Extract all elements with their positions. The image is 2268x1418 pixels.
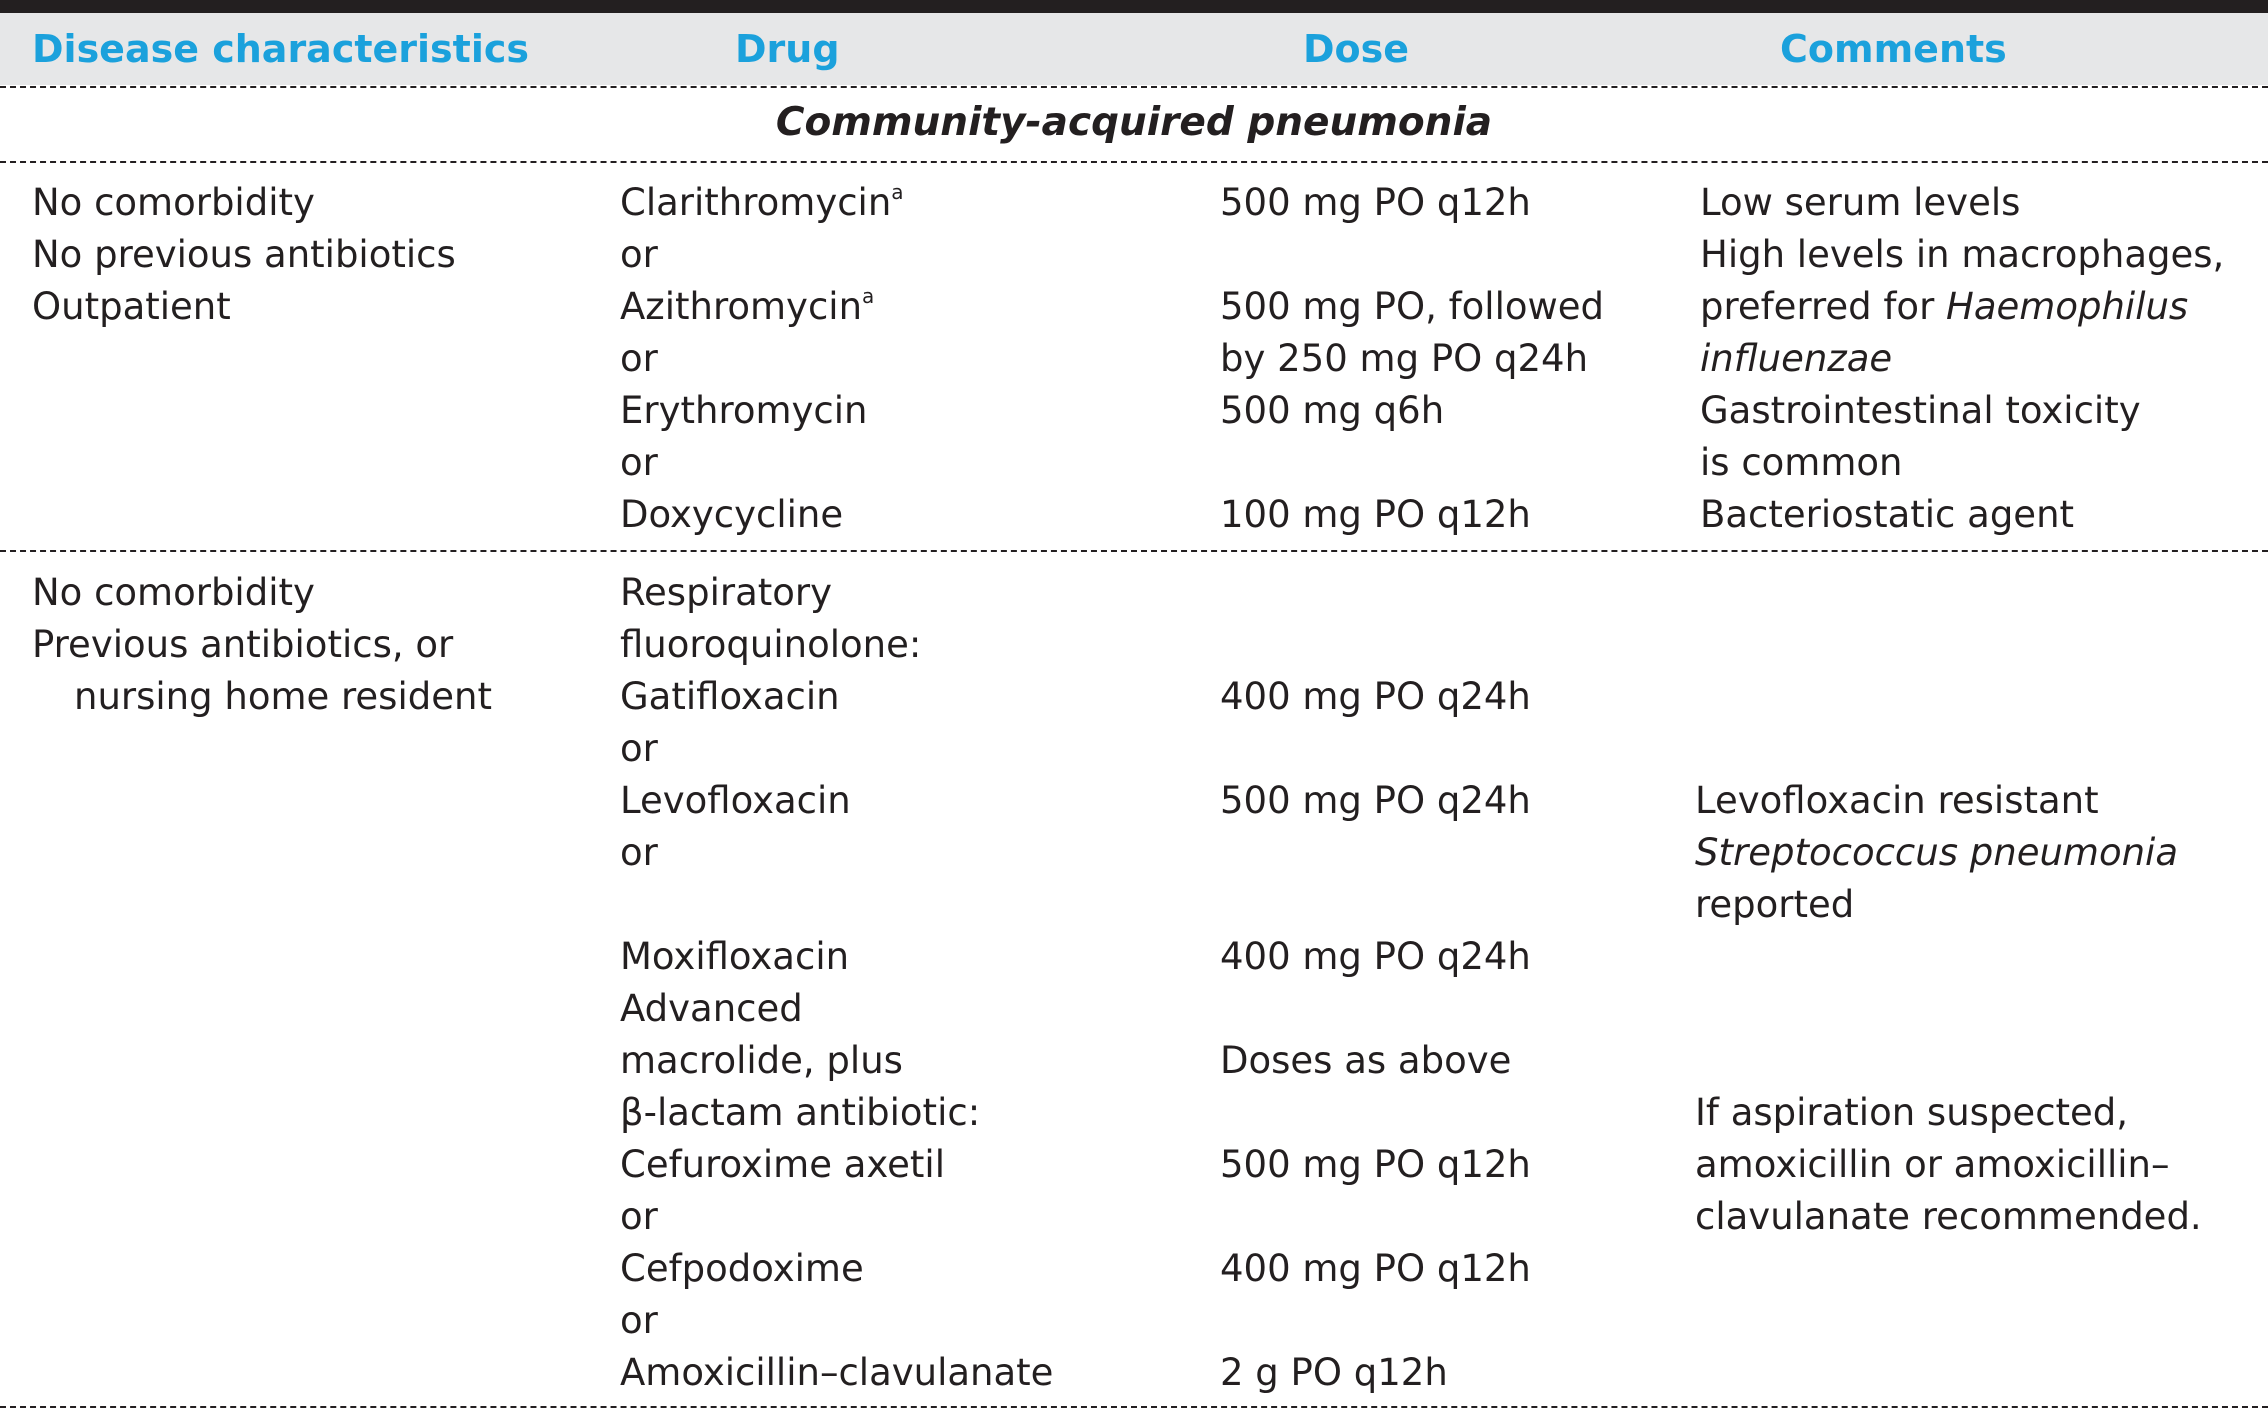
comment-line: Bacteriostatic agent — [1700, 493, 2075, 536]
comment-line: reported — [1695, 883, 1855, 926]
organism-name: Haemophilus — [1946, 285, 2189, 328]
footnote-marker: a — [862, 284, 875, 308]
drug-line: β-lactam antibiotic: — [620, 1091, 981, 1134]
comment-line: clavulanate recommended. — [1695, 1195, 2202, 1238]
drug-line: Cefuroxime axetil — [620, 1143, 945, 1186]
disease-line: No comorbidity — [32, 181, 315, 224]
drug-line: Cefpodoxime — [620, 1247, 864, 1290]
dose-line: 400 mg PO q24h — [1220, 675, 1531, 718]
drug-line: Levofloxacin — [620, 779, 851, 822]
drug-line: or — [620, 233, 658, 276]
blank-line — [1220, 1191, 1531, 1243]
dose-cell: 500 mg PO q12h 500 mg PO, followed by 25… — [1220, 177, 1604, 541]
section-title: Community-acquired pneumonia — [775, 100, 1493, 145]
drug-line: Azithromycina — [620, 281, 904, 333]
blank-line — [1695, 983, 2202, 1035]
drug-line: or — [620, 831, 658, 874]
comment-line: is common — [1700, 441, 1903, 484]
organism-name: influenzae — [1700, 337, 1893, 380]
drug-line: Doxycycline — [620, 493, 844, 536]
drug-line: or — [620, 1195, 658, 1238]
disease-cell: No comorbidity Previous antibiotics, or … — [32, 567, 492, 723]
drug-line: Moxifloxacin — [620, 935, 850, 978]
drug-line: or — [620, 1299, 658, 1342]
divider — [0, 86, 2268, 88]
organism-name: Streptococcus pneumonia — [1695, 831, 2178, 874]
drug-line: fluoroquinolone: — [620, 623, 922, 666]
drug-line: macrolide, plus — [620, 1039, 903, 1082]
disease-cell: No comorbidity No previous antibiotics O… — [32, 177, 456, 333]
blank-line — [1695, 1035, 2202, 1087]
disease-line: Previous antibiotics, or — [32, 623, 454, 666]
drug-line: Gatifloxacin — [620, 675, 840, 718]
drug-name: Azithromycin — [620, 285, 863, 328]
drug-line: Erythromycin — [620, 389, 868, 432]
comment-line: amoxicillin or amoxicillin– — [1695, 1143, 2170, 1186]
dose-line: 500 mg PO, followed — [1220, 285, 1605, 328]
header-dose: Dose — [1303, 27, 1410, 71]
drug-cell: Clarithromycina or Azithromycina or Eryt… — [620, 177, 904, 541]
dose-line: 2 g PO q12h — [1220, 1351, 1448, 1394]
blank-line — [1220, 619, 1531, 671]
blank-line — [1220, 879, 1531, 931]
drug-line: or — [620, 337, 658, 380]
blank-line — [1220, 1087, 1531, 1139]
drug-name: Clarithromycin — [620, 181, 892, 224]
header-disease: Disease characteristics — [32, 27, 530, 71]
comments-cell: Low serum levels High levels in macropha… — [1700, 177, 2224, 541]
blank-line — [1220, 229, 1604, 281]
comment-text: preferred for — [1700, 285, 1947, 328]
blank-line — [1220, 1295, 1531, 1347]
dose-line: 500 mg PO q12h — [1220, 181, 1531, 224]
comment-line: High levels in macrophages, — [1700, 233, 2225, 276]
dose-line: 100 mg PO q12h — [1220, 493, 1531, 536]
comment-line: preferred for Haemophilus — [1700, 281, 2224, 333]
blank-line — [1695, 671, 2202, 723]
comment-line: Gastrointestinal toxicity — [1700, 389, 2141, 432]
disease-line: No comorbidity — [32, 571, 315, 614]
top-rule — [0, 0, 2268, 13]
disease-line: nursing home resident — [74, 675, 492, 718]
dose-cell: 400 mg PO q24h 500 mg PO q24h 400 mg PO … — [1220, 567, 1531, 1399]
drug-cell: Respiratory fluoroquinolone: Gatifloxaci… — [620, 567, 1053, 1399]
blank-line — [1695, 567, 2202, 619]
drug-line: or — [620, 727, 658, 770]
dose-line: by 250 mg PO q24h — [1220, 337, 1589, 380]
blank-line — [1220, 827, 1531, 879]
dose-line: Doses as above — [1220, 1039, 1512, 1082]
dose-line: 500 mg PO q24h — [1220, 779, 1531, 822]
blank-line — [1695, 723, 2202, 775]
divider — [0, 1406, 2268, 1408]
blank-line — [1220, 723, 1531, 775]
blank-line — [620, 879, 1053, 931]
blank-line — [1695, 931, 2202, 983]
dose-line: 400 mg PO q24h — [1220, 935, 1531, 978]
comment-line: Levofloxacin resistant — [1695, 779, 2099, 822]
drug-line: or — [620, 441, 658, 484]
dose-line: 400 mg PO q12h — [1220, 1247, 1531, 1290]
drug-line: Advanced — [620, 987, 803, 1030]
dose-line: 500 mg q6h — [1220, 389, 1445, 432]
divider — [0, 550, 2268, 552]
header-comments: Comments — [1780, 27, 2007, 71]
dose-line: 500 mg PO q12h — [1220, 1143, 1531, 1186]
comments-cell: Levofloxacin resistant Streptococcus pne… — [1695, 567, 2202, 1243]
blank-line — [1695, 619, 2202, 671]
drug-line: Respiratory — [620, 571, 832, 614]
disease-line: Outpatient — [32, 285, 231, 328]
blank-line — [1220, 983, 1531, 1035]
blank-line — [1220, 567, 1531, 619]
footnote-marker: a — [891, 180, 904, 204]
blank-line — [1220, 437, 1604, 489]
table-header: Disease characteristics Drug Dose Commen… — [0, 13, 2268, 85]
divider — [0, 161, 2268, 163]
drug-line: Amoxicillin–clavulanate — [620, 1351, 1054, 1394]
disease-line: No previous antibiotics — [32, 233, 456, 276]
header-drug: Drug — [735, 27, 840, 71]
comment-line: If aspiration suspected, — [1695, 1091, 2129, 1134]
comment-line: Low serum levels — [1700, 181, 2021, 224]
drug-line: Clarithromycina — [620, 177, 904, 229]
